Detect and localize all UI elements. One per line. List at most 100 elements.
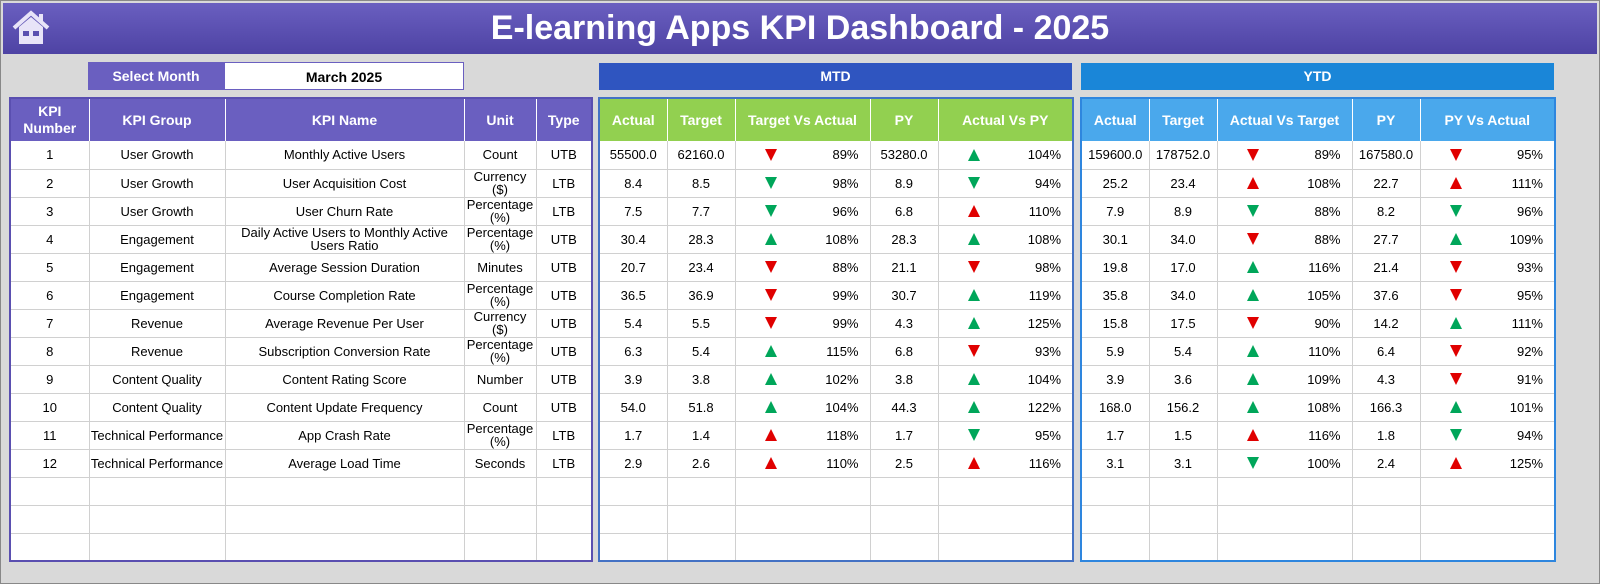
table-cell: 94% (938, 169, 1074, 198)
table-cell: 110% (938, 197, 1074, 226)
percent-value: 94% (1034, 175, 1061, 191)
percent-value: 111% (1511, 315, 1543, 331)
percent-value: 104% (1027, 371, 1061, 387)
table-cell: 125% (938, 309, 1074, 338)
triangle-up-icon (1449, 177, 1462, 189)
table-cell (1420, 505, 1556, 534)
percent-value: 111% (1511, 175, 1543, 191)
percent-value: 96% (1516, 203, 1543, 219)
comparison-cell: 110% (940, 205, 1072, 218)
table-cell: 4 (10, 225, 90, 254)
table-cell: Engagement (89, 281, 226, 310)
table-cell: 36.5 (599, 281, 668, 310)
table-row: 8.4 8.5 98% 8.9 94% (599, 169, 1074, 198)
comparison-cell: 94% (940, 177, 1072, 190)
table-cell (938, 477, 1074, 506)
table-cell: 88% (735, 253, 871, 282)
home-icon[interactable] (11, 9, 51, 47)
table-cell: 3.8 (667, 365, 736, 394)
table-cell: Seconds (464, 449, 537, 478)
column-header: Actual (1081, 98, 1150, 141)
table-row: 3.9 3.8 102% 3.8 104% (599, 365, 1074, 394)
table-cell: 102% (735, 365, 871, 394)
comparison-cell: 95% (1422, 289, 1554, 302)
table-cell: 93% (1420, 253, 1556, 282)
table-row: 168.0 156.2 108% 166.3 101% (1081, 393, 1556, 422)
comparison-cell: 95% (1422, 148, 1554, 161)
table-cell: 98% (735, 169, 871, 198)
triangle-down-icon (1246, 205, 1259, 217)
table-cell: 2.5 (870, 449, 939, 478)
table-cell: 5.4 (667, 337, 736, 366)
table-cell (735, 533, 871, 562)
percent-value: 88% (832, 259, 859, 275)
percent-value: 92% (1516, 343, 1543, 359)
table-cell: 17.0 (1149, 253, 1218, 282)
table-cell: 119% (938, 281, 1074, 310)
ytd-band: YTD (1081, 63, 1554, 90)
table-cell: 8.9 (1149, 197, 1218, 226)
table-row: 5.4 5.5 99% 4.3 125% (599, 309, 1074, 338)
triangle-up-icon (1246, 401, 1259, 413)
table-cell: 105% (1217, 281, 1353, 310)
table-cell: 9 (10, 365, 90, 394)
table-cell: 37.6 (1352, 281, 1421, 310)
column-header: Target Vs Actual (735, 98, 871, 141)
comparison-cell: 116% (940, 457, 1072, 470)
table-cell: 116% (938, 449, 1074, 478)
table-cell: 166.3 (1352, 393, 1421, 422)
table-cell: User Growth (89, 169, 226, 198)
comparison-cell: 115% (737, 345, 869, 358)
comparison-cell: 111% (1422, 177, 1554, 190)
table-row: 5.9 5.4 110% 6.4 92% (1081, 337, 1556, 366)
table-cell: 122% (938, 393, 1074, 422)
month-selector[interactable]: March 2025 (224, 62, 464, 90)
percent-value: 99% (832, 315, 859, 331)
comparison-cell: 104% (940, 148, 1072, 161)
table-cell: 6.8 (870, 197, 939, 226)
percent-value: 109% (1509, 231, 1543, 247)
table-cell: 6 (10, 281, 90, 310)
table-cell: Currency ($) (464, 169, 537, 198)
comparison-cell: 116% (1219, 429, 1351, 442)
table-cell: Average Revenue Per User (225, 309, 465, 338)
table-cell (938, 533, 1074, 562)
table-cell (1352, 505, 1421, 534)
table-row: 36.5 36.9 99% 30.7 119% (599, 281, 1074, 310)
comparison-cell: 105% (1219, 289, 1351, 302)
triangle-up-icon (967, 289, 980, 301)
table-cell: 53280.0 (870, 141, 939, 170)
table-cell (870, 505, 939, 534)
triangle-up-icon (1246, 429, 1259, 441)
triangle-down-icon (764, 317, 777, 329)
table-cell: 5 (10, 253, 90, 282)
table-cell: 8.4 (599, 169, 668, 198)
table-cell: 23.4 (1149, 169, 1218, 198)
table-row: 1.7 1.4 118% 1.7 95% (599, 421, 1074, 450)
percent-value: 118% (826, 427, 859, 443)
triangle-up-icon (764, 429, 777, 441)
table-row: 6.3 5.4 115% 6.8 93% (599, 337, 1074, 366)
percent-value: 94% (1516, 427, 1543, 443)
percent-value: 95% (1034, 427, 1061, 443)
triangle-down-icon (967, 261, 980, 273)
table-cell: 5.9 (1081, 337, 1150, 366)
triangle-up-icon (764, 373, 777, 385)
table-cell (464, 505, 537, 534)
percent-value: 108% (1307, 399, 1341, 415)
column-header: Actual Vs Target (1217, 98, 1353, 141)
comparison-cell: 88% (737, 261, 869, 274)
triangle-up-icon (967, 317, 980, 329)
table-cell: 159600.0 (1081, 141, 1150, 170)
comparison-cell: 93% (1422, 261, 1554, 274)
table-cell: Minutes (464, 253, 537, 282)
triangle-up-icon (764, 457, 777, 469)
percent-value: 122% (1027, 399, 1061, 415)
table-cell: 21.4 (1352, 253, 1421, 282)
table-cell: 1.8 (1352, 421, 1421, 450)
table-cell: Percentage (%) (464, 421, 537, 450)
triangle-up-icon (967, 457, 980, 469)
dashboard-title-bar: E-learning Apps KPI Dashboard - 2025 (3, 3, 1597, 54)
table-cell: Revenue (89, 309, 226, 338)
table-cell: 23.4 (667, 253, 736, 282)
